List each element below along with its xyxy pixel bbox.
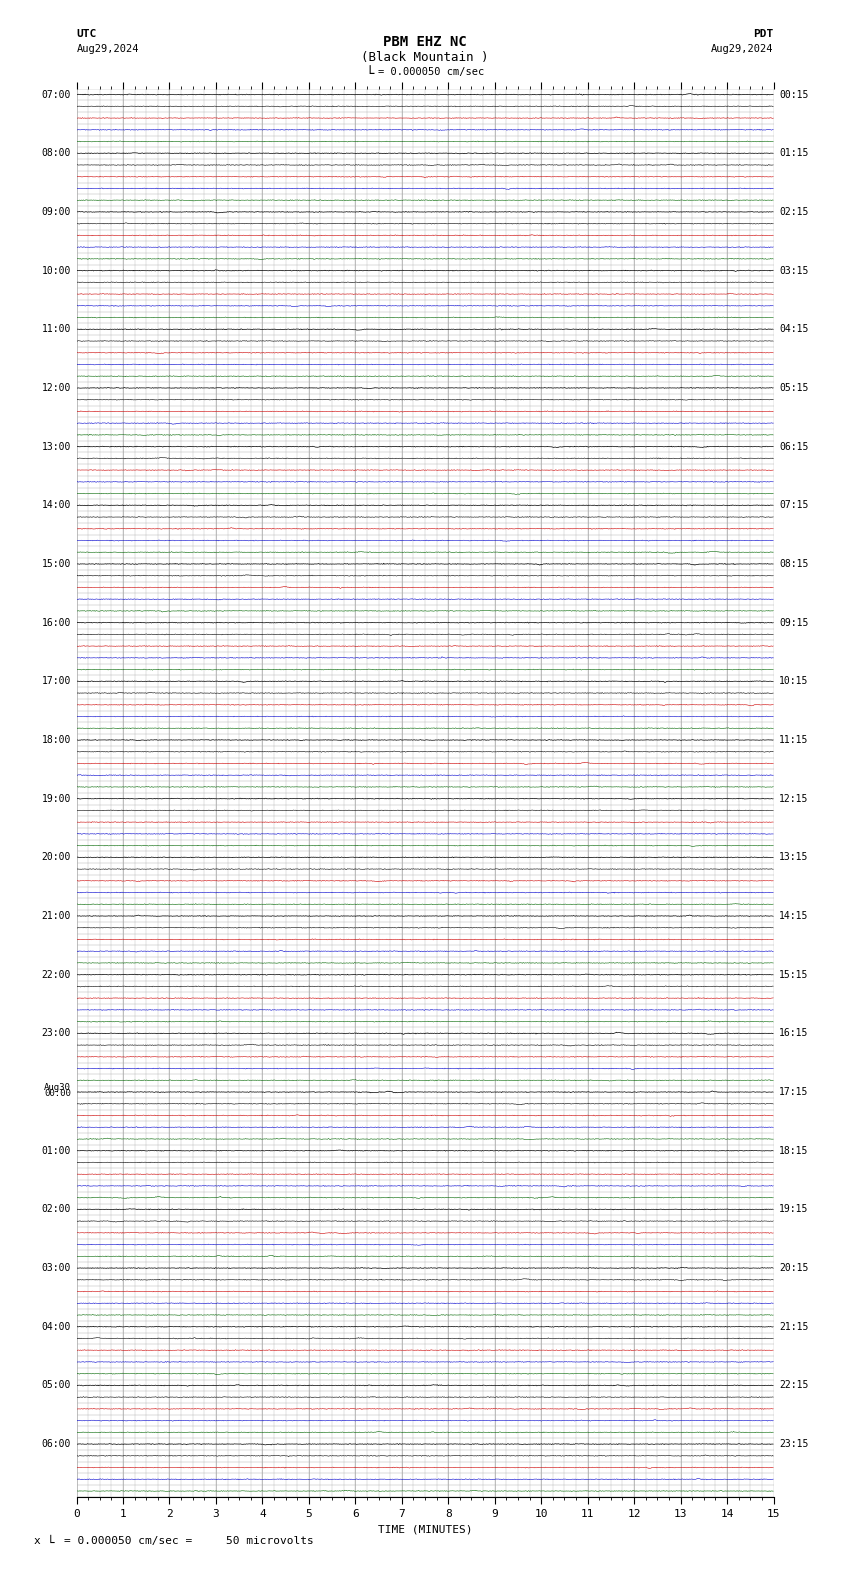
Text: 00:15: 00:15	[779, 90, 808, 100]
Text: 05:00: 05:00	[42, 1380, 71, 1391]
Text: 01:00: 01:00	[42, 1145, 71, 1156]
Text: 16:15: 16:15	[779, 1028, 808, 1039]
Text: 18:00: 18:00	[42, 735, 71, 744]
Text: 04:15: 04:15	[779, 325, 808, 334]
Text: 15:00: 15:00	[42, 559, 71, 569]
Text: (Black Mountain ): (Black Mountain )	[361, 51, 489, 63]
Text: 14:00: 14:00	[42, 501, 71, 510]
Text: PBM EHZ NC: PBM EHZ NC	[383, 35, 467, 49]
Text: 02:15: 02:15	[779, 208, 808, 217]
Text: 07:15: 07:15	[779, 501, 808, 510]
Text: 21:00: 21:00	[42, 911, 71, 920]
Text: 13:15: 13:15	[779, 852, 808, 862]
Text: 22:00: 22:00	[42, 969, 71, 979]
Text: 17:00: 17:00	[42, 676, 71, 686]
Text: 20:00: 20:00	[42, 852, 71, 862]
Text: 18:15: 18:15	[779, 1145, 808, 1156]
Text: 23:00: 23:00	[42, 1028, 71, 1039]
Text: = 0.000050 cm/sec =     50 microvolts: = 0.000050 cm/sec = 50 microvolts	[64, 1536, 314, 1546]
Text: └: └	[366, 67, 374, 81]
Text: Aug30: Aug30	[44, 1083, 71, 1093]
Text: 12:00: 12:00	[42, 383, 71, 393]
Text: 06:00: 06:00	[42, 1440, 71, 1449]
Text: 17:15: 17:15	[779, 1087, 808, 1098]
Text: 16:00: 16:00	[42, 618, 71, 627]
Text: 06:15: 06:15	[779, 442, 808, 451]
Text: 01:15: 01:15	[779, 149, 808, 158]
Text: = 0.000050 cm/sec: = 0.000050 cm/sec	[378, 67, 484, 76]
Text: 02:00: 02:00	[42, 1204, 71, 1215]
Text: 03:15: 03:15	[779, 266, 808, 276]
Text: 09:00: 09:00	[42, 208, 71, 217]
Text: Aug29,2024: Aug29,2024	[76, 44, 139, 54]
Text: 19:00: 19:00	[42, 794, 71, 803]
X-axis label: TIME (MINUTES): TIME (MINUTES)	[377, 1524, 473, 1535]
Text: 05:15: 05:15	[779, 383, 808, 393]
Text: 11:15: 11:15	[779, 735, 808, 744]
Text: 15:15: 15:15	[779, 969, 808, 979]
Text: 11:00: 11:00	[42, 325, 71, 334]
Text: 21:15: 21:15	[779, 1321, 808, 1332]
Text: 07:00: 07:00	[42, 90, 71, 100]
Text: 08:15: 08:15	[779, 559, 808, 569]
Text: 13:00: 13:00	[42, 442, 71, 451]
Text: └: └	[47, 1536, 54, 1549]
Text: 14:15: 14:15	[779, 911, 808, 920]
Text: 12:15: 12:15	[779, 794, 808, 803]
Text: 00:00: 00:00	[44, 1090, 71, 1098]
Text: 03:00: 03:00	[42, 1262, 71, 1274]
Text: UTC: UTC	[76, 29, 97, 38]
Text: 19:15: 19:15	[779, 1204, 808, 1215]
Text: x: x	[34, 1536, 41, 1546]
Text: 10:00: 10:00	[42, 266, 71, 276]
Text: 22:15: 22:15	[779, 1380, 808, 1391]
Text: 10:15: 10:15	[779, 676, 808, 686]
Text: 23:15: 23:15	[779, 1440, 808, 1449]
Text: 09:15: 09:15	[779, 618, 808, 627]
Text: Aug29,2024: Aug29,2024	[711, 44, 774, 54]
Text: 04:00: 04:00	[42, 1321, 71, 1332]
Text: 20:15: 20:15	[779, 1262, 808, 1274]
Text: 08:00: 08:00	[42, 149, 71, 158]
Text: PDT: PDT	[753, 29, 774, 38]
